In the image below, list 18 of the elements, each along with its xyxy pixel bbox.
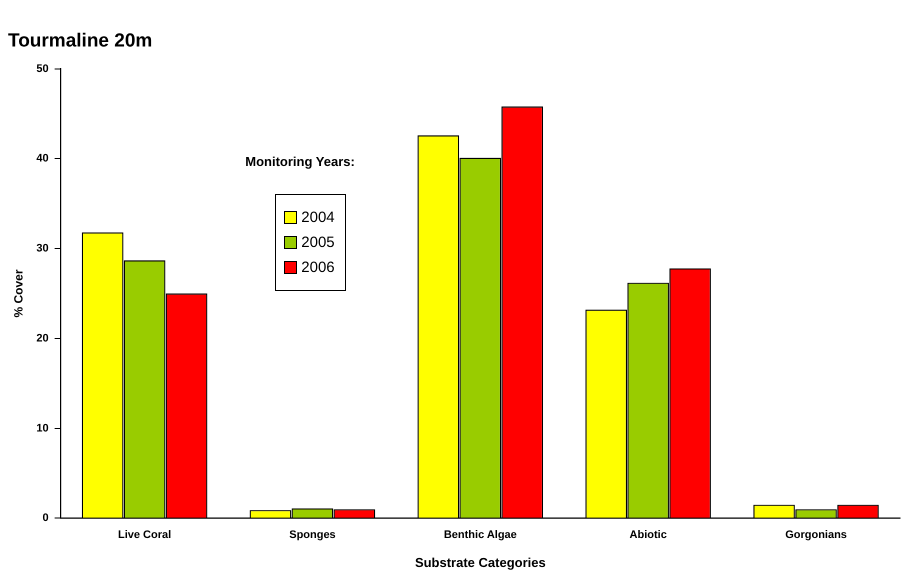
y-tick-label: 10 bbox=[36, 422, 49, 434]
legend-label: 2004 bbox=[301, 208, 335, 226]
y-tick-label: 40 bbox=[36, 152, 49, 165]
x-tick-label: Sponges bbox=[289, 528, 336, 541]
y-tick-label: 0 bbox=[42, 512, 49, 524]
y-axis-title: % Cover bbox=[12, 269, 26, 318]
x-tick-label: Gorgonians bbox=[785, 528, 847, 541]
legend-title: Monitoring Years: bbox=[245, 154, 355, 169]
y-tick-label: 50 bbox=[36, 62, 49, 75]
x-tick-label: Benthic Algae bbox=[444, 528, 517, 541]
y-tick-label: 20 bbox=[36, 332, 49, 344]
legend-label: 2006 bbox=[301, 258, 335, 276]
y-tick-label: 30 bbox=[36, 242, 49, 255]
chart-title: Tourmaline 20m bbox=[8, 30, 152, 52]
legend-label: 2005 bbox=[301, 234, 335, 251]
x-axis-title: Substrate Categories bbox=[414, 554, 546, 570]
x-tick-label: Live Coral bbox=[118, 528, 172, 541]
x-tick-label: Abiotic bbox=[630, 528, 667, 541]
